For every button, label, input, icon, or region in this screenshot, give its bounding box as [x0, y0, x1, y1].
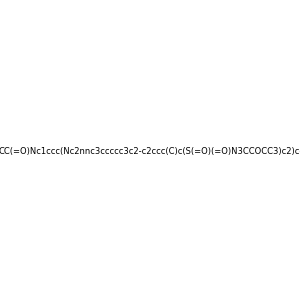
- Text: CC(=O)Nc1ccc(Nc2nnc3ccccc3c2-c2ccc(C)c(S(=O)(=O)N3CCOCC3)c2)cc1: CC(=O)Nc1ccc(Nc2nnc3ccccc3c2-c2ccc(C)c(S…: [0, 147, 300, 156]
